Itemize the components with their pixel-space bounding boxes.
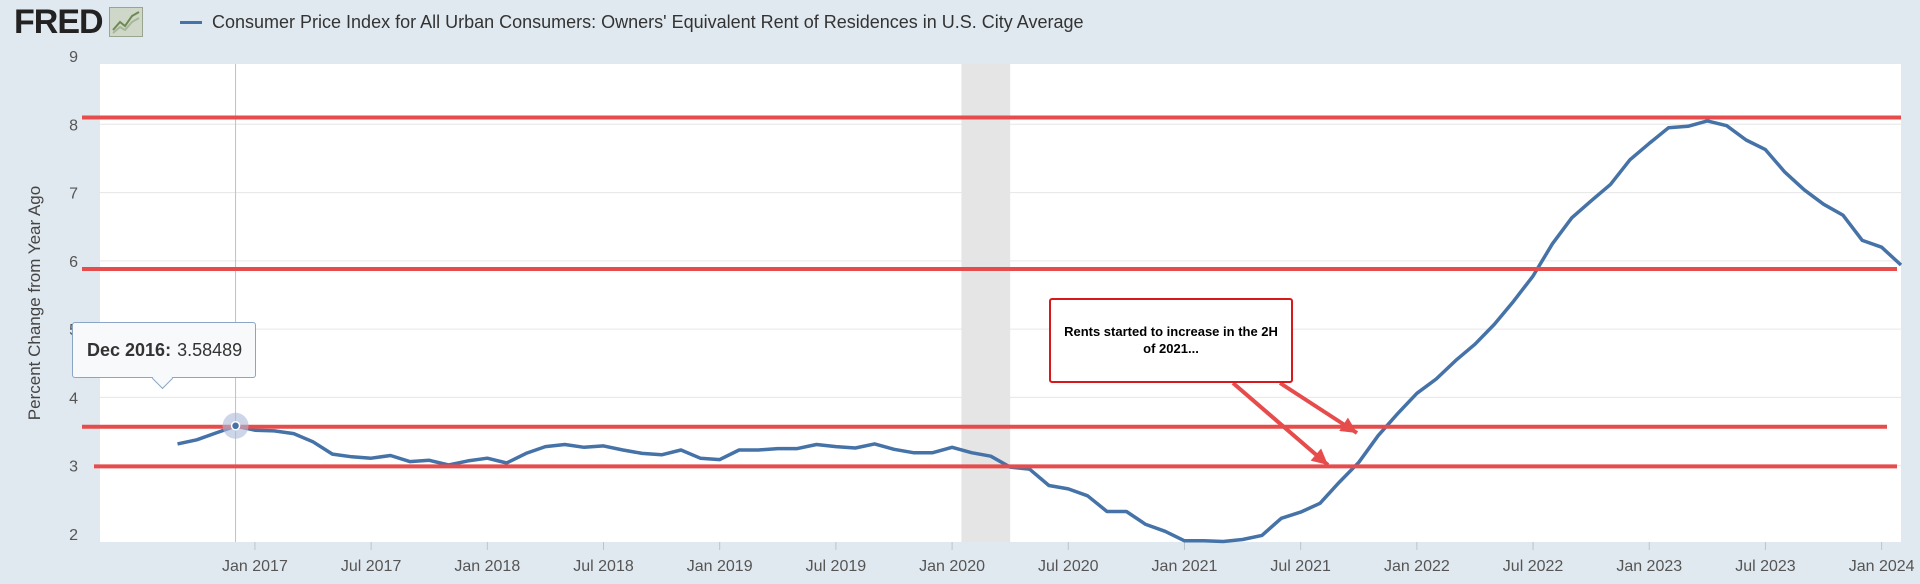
chart-legend[interactable]: Consumer Price Index for All Urban Consu…	[180, 10, 1084, 34]
annotation-arrow	[1231, 381, 1330, 467]
x-tick-label: Jan 2023	[1616, 558, 1682, 575]
x-tick-label: Jul 2017	[341, 558, 402, 575]
line-chart-icon	[108, 7, 143, 37]
x-tick-label: Jul 2018	[573, 558, 634, 575]
tooltip: Dec 2016: 3.58489	[72, 322, 256, 378]
x-tick-label: Jan 2021	[1152, 558, 1218, 575]
x-tick-label: Jan 2020	[919, 558, 985, 575]
x-axis-ticks: Jan 2017 Jul 2017 Jan 2018 Jul 2018 Jan 2019…	[222, 542, 1915, 575]
y-tick-label: 6	[69, 254, 78, 271]
y-tick-label: 9	[69, 49, 78, 66]
x-tick-label: Jan 2017	[222, 558, 288, 575]
y-tick-label: 7	[69, 186, 78, 203]
annotation-arrows	[1231, 381, 1359, 467]
hover-dot	[230, 421, 241, 431]
x-tick-label: Jul 2021	[1270, 558, 1331, 575]
legend-swatch	[180, 20, 202, 24]
legend-series-title: Consumer Price Index for All Urban Consu…	[212, 11, 1084, 32]
x-tick-label: Jul 2023	[1735, 558, 1796, 575]
annotation-box: Rents started to increase in the 2H of 2…	[1049, 298, 1293, 383]
y-tick-label: 4	[69, 390, 78, 407]
x-tick-label: Jan 2022	[1384, 558, 1450, 575]
annotation-arrowhead	[1339, 417, 1357, 433]
x-tick-label: Jul 2020	[1038, 558, 1099, 575]
reference-lines	[82, 115, 1901, 469]
annotation-arrowhead	[1310, 448, 1328, 465]
x-tick-label: Jul 2019	[806, 558, 867, 575]
series-line	[177, 119, 1903, 544]
y-tick-label: 2	[69, 527, 78, 544]
fred-logo[interactable]: FRED	[14, 2, 143, 41]
recession-band	[961, 64, 1011, 542]
tooltip-date: Dec 2016:	[87, 339, 172, 360]
y-axis-ticks: 23456789	[69, 49, 78, 544]
y-tick-label: 8	[69, 117, 78, 134]
fred-logo-text: FRED	[14, 2, 104, 41]
chart-header: FRED Consumer Price Index for All Urban …	[0, 0, 1920, 46]
x-tick-label: Jan 2024	[1849, 558, 1915, 575]
x-tick-label: Jul 2022	[1503, 558, 1564, 575]
recession-shading	[961, 64, 1011, 542]
annotation-text: Rents started to increase in the 2H of 2…	[1064, 323, 1278, 356]
x-tick-label: Jan 2019	[687, 558, 753, 575]
tooltip-value: 3.58489	[177, 339, 243, 360]
y-axis-label: Percent Change from Year Ago	[25, 186, 44, 420]
y-tick-label: 3	[69, 459, 78, 476]
x-tick-label: Jan 2018	[454, 558, 520, 575]
